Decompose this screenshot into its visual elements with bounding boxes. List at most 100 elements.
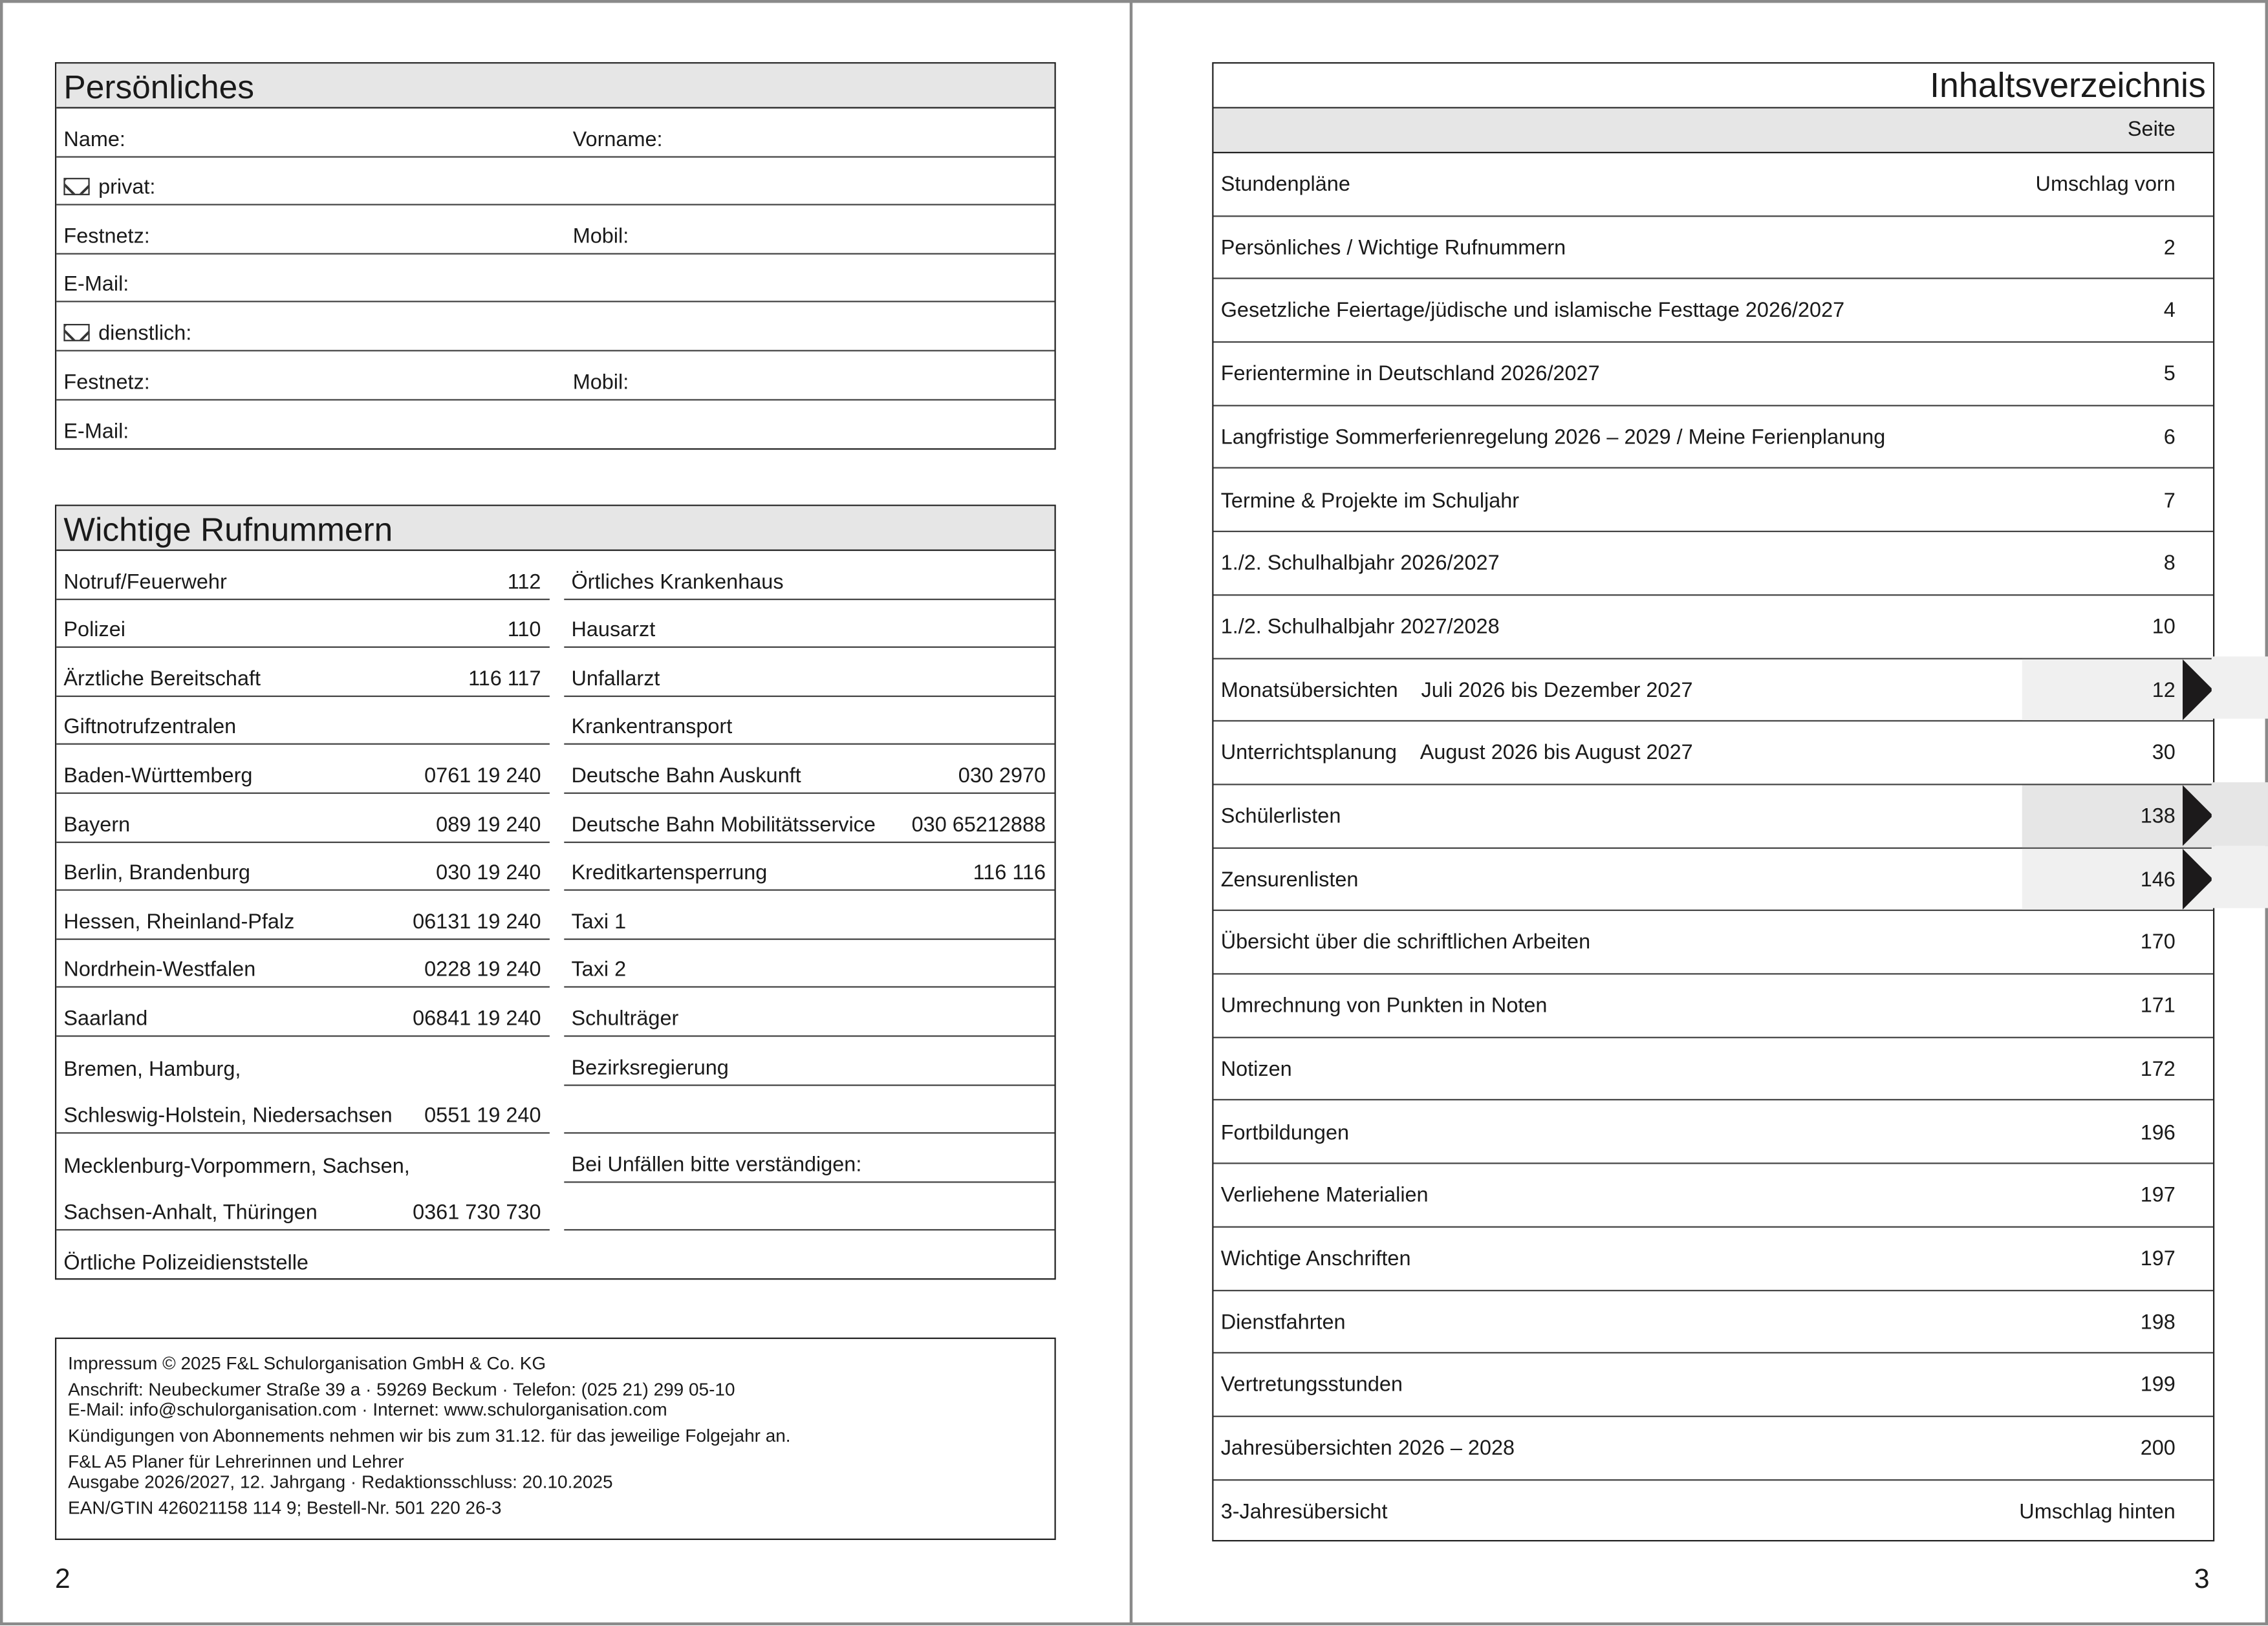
phone-row[interactable] bbox=[564, 1086, 1055, 1134]
phone-number: 112 bbox=[507, 570, 541, 594]
toc-entry[interactable]: Gesetzliche Feiertage/jüdische und islam… bbox=[1213, 280, 2213, 343]
phone-row[interactable]: Schleswig-Holstein, Niedersachsen 0551 19… bbox=[56, 1086, 550, 1134]
form-row[interactable]: Festnetz: Mobil: bbox=[56, 351, 1055, 400]
phone-row[interactable]: Nordrhein-Westfalen 0228 19 240 bbox=[56, 939, 550, 989]
register-tab[interactable] bbox=[2211, 782, 2268, 846]
toc-entry[interactable]: Übersicht über die schriftlichen Arbeite… bbox=[1213, 912, 2213, 975]
phone-row[interactable]: Bezirksregierung bbox=[564, 1037, 1055, 1086]
toc-title: Inhaltsverzeichnis bbox=[1213, 63, 2213, 109]
field-label-text: E-Mail: bbox=[63, 421, 129, 445]
toc-entry[interactable]: Vertretungsstunden 199 bbox=[1213, 1354, 2213, 1417]
phone-row[interactable] bbox=[564, 1182, 1055, 1232]
phone-row[interactable]: Mecklenburg-Vorpommern, Sachsen, bbox=[56, 1134, 550, 1182]
toc-label: Ferientermine in Deutschland 2026/2027 bbox=[1221, 363, 1600, 387]
phone-row[interactable]: Schulträger bbox=[564, 988, 1055, 1037]
toc-label-text: 3-Jahresübersicht bbox=[1220, 1500, 1388, 1524]
form-row[interactable]: E-Mail: bbox=[56, 400, 1054, 449]
phone-row[interactable]: Unfallarzt bbox=[564, 648, 1055, 697]
phone-row[interactable]: Giftnotrufzentralen bbox=[56, 697, 550, 745]
form-row[interactable]: dienstlich: bbox=[56, 303, 1055, 352]
toc-label: Zensurenlisten bbox=[1221, 868, 1359, 892]
phone-row[interactable]: Baden-Württemberg 0761 19 240 bbox=[56, 745, 550, 794]
page-column-header: Seite bbox=[1213, 108, 2213, 154]
toc-page: 171 bbox=[2140, 994, 2176, 1018]
phone-row[interactable]: Polizei 110 bbox=[56, 599, 550, 648]
field-label-text: E-Mail: bbox=[63, 273, 129, 297]
phone-label: Mecklenburg-Vorpommern, Sachsen, bbox=[63, 1155, 410, 1179]
phone-label: Ärztliche Bereitschaft bbox=[63, 667, 261, 691]
impressum-line: Kündigungen von Abonnements nehmen wir b… bbox=[68, 1426, 791, 1446]
phone-number: 0761 19 240 bbox=[424, 765, 541, 788]
toc-entry[interactable]: Dienstfahrten 198 bbox=[1213, 1290, 2213, 1354]
field-label-text: dienstlich: bbox=[98, 322, 192, 346]
phone-row[interactable]: Hausarzt bbox=[564, 599, 1055, 648]
toc-entry[interactable]: Langfristige Sommerferienregelung 2026 –… bbox=[1213, 406, 2213, 469]
form-row[interactable]: Name: Vorname: bbox=[56, 109, 1055, 157]
phone-row[interactable]: Notruf/Feuerwehr 112 bbox=[56, 551, 550, 600]
impressum-line: E-Mail: info@schulorganisation.com · Int… bbox=[68, 1400, 667, 1420]
toc-entry[interactable]: Jahresübersichten 2026 – 2028 200 bbox=[1213, 1417, 2213, 1481]
phone-row[interactable] bbox=[564, 1231, 1054, 1279]
toc-label: Persönliches / Wichtige Rufnummern bbox=[1221, 237, 1566, 260]
phone-row[interactable]: Sachsen-Anhalt, Thüringen 0361 730 730 bbox=[56, 1182, 550, 1232]
toc-label: Umrechnung von Punkten in Noten bbox=[1221, 995, 1548, 1018]
toc-entry[interactable]: Monatsübersichten Juli 2026 bis Dezember … bbox=[1213, 658, 2213, 722]
toc-entry[interactable]: Zensurenlisten 146 bbox=[1213, 848, 2213, 912]
phone-row[interactable]: Bayern 089 19 240 bbox=[56, 794, 550, 843]
toc-entry[interactable]: Stundenpläne Umschlag vorn bbox=[1213, 153, 2213, 217]
phone-row[interactable]: Ärztliche Bereitschaft 116 117 bbox=[56, 648, 550, 697]
toc-entry[interactable]: 1./2. Schulhalbjahr 2026/2027 8 bbox=[1213, 532, 2213, 596]
toc-page: 200 bbox=[2140, 1437, 2176, 1460]
field-label: Name: bbox=[63, 128, 125, 151]
toc-label: Unterrichtsplanung August 2026 bis August… bbox=[1221, 742, 1693, 765]
toc-sublabel: August 2026 bis August 2027 bbox=[1420, 742, 1693, 765]
toc-entry[interactable]: Schülerlisten 138 bbox=[1213, 785, 2213, 849]
phone-row[interactable]: Bei Unfällen bitte verständigen: bbox=[564, 1134, 1055, 1183]
toc-entry[interactable]: Ferientermine in Deutschland 2026/2027 5 bbox=[1213, 343, 2213, 406]
tab-marker-icon[interactable] bbox=[2183, 848, 2213, 910]
phone-row[interactable]: Örtliche Polizeidienststelle bbox=[56, 1231, 550, 1279]
toc-label: Langfristige Sommerferienregelung 2026 –… bbox=[1221, 426, 1886, 449]
spacer bbox=[68, 1374, 1042, 1380]
phone-row[interactable]: Hessen, Rheinland-Pfalz 06131 19 240 bbox=[56, 891, 550, 940]
form-row[interactable]: Festnetz: Mobil: bbox=[56, 206, 1055, 255]
phone-row[interactable]: Deutsche Bahn Mobilitätsservice 030 65212… bbox=[564, 794, 1055, 843]
toc-entry[interactable]: Umrechnung von Punkten in Noten 171 bbox=[1213, 975, 2213, 1038]
phone-label: Deutsche Bahn Auskunft bbox=[571, 765, 801, 788]
register-tab[interactable] bbox=[2211, 845, 2268, 909]
tab-marker-icon[interactable] bbox=[2183, 785, 2213, 846]
phone-number: 030 2970 bbox=[958, 765, 1046, 788]
phone-row[interactable]: Saarland 06841 19 240 bbox=[56, 988, 550, 1037]
toc-entry[interactable]: 3-Jahresübersicht Umschlag hinten bbox=[1214, 1481, 2213, 1544]
phone-row[interactable]: Taxi 1 bbox=[564, 891, 1055, 940]
toc-entry[interactable]: Persönliches / Wichtige Rufnummern 2 bbox=[1213, 217, 2213, 280]
toc-label-text: Notizen bbox=[1220, 1058, 1292, 1082]
toc-entry[interactable]: Unterrichtsplanung August 2026 bis August… bbox=[1213, 722, 2213, 786]
phone-row[interactable]: Bremen, Hamburg, bbox=[56, 1037, 550, 1086]
phone-row[interactable]: Krankentransport bbox=[564, 697, 1055, 745]
phone-row[interactable]: Örtliches Krankenhaus bbox=[564, 551, 1055, 600]
tab-marker-icon[interactable] bbox=[2183, 658, 2213, 720]
phone-row[interactable]: Berlin, Brandenburg 030 19 240 bbox=[56, 842, 550, 892]
form-row[interactable]: privat: bbox=[56, 157, 1055, 206]
toc-label-text: Stundenpläne bbox=[1220, 173, 1350, 197]
toc-entry[interactable]: Wichtige Anschriften 197 bbox=[1213, 1228, 2213, 1291]
toc-label: 1./2. Schulhalbjahr 2027/2028 bbox=[1221, 616, 1500, 639]
phone-row[interactable]: Deutsche Bahn Auskunft 030 2970 bbox=[564, 745, 1055, 794]
toc-page: 2 bbox=[2163, 237, 2176, 260]
toc-label-text: Verliehene Materialien bbox=[1220, 1184, 1429, 1208]
phone-label: Krankentransport bbox=[571, 716, 733, 740]
toc-entry[interactable]: Verliehene Materialien 197 bbox=[1213, 1164, 2213, 1228]
phone-numbers-section: Wichtige Rufnummern Notruf/Feuerwehr 112 P… bbox=[54, 504, 1056, 1280]
phone-row[interactable]: Kreditkartensperrung 116 116 bbox=[564, 842, 1055, 892]
toc-entry[interactable]: Notizen 172 bbox=[1213, 1038, 2213, 1102]
register-tab[interactable] bbox=[2211, 656, 2268, 720]
phone-label: Kreditkartensperrung bbox=[571, 862, 768, 886]
toc-entry[interactable]: Fortbildungen 196 bbox=[1213, 1101, 2213, 1164]
toc-entry[interactable]: Termine & Projekte im Schuljahr 7 bbox=[1213, 469, 2213, 533]
toc-entry[interactable]: 1./2. Schulhalbjahr 2027/2028 10 bbox=[1213, 595, 2213, 659]
toc-label-text: Monatsübersichten bbox=[1220, 679, 1398, 703]
phone-label: Schulträger bbox=[571, 1007, 679, 1031]
phone-row[interactable]: Taxi 2 bbox=[564, 939, 1055, 989]
form-row[interactable]: E-Mail: bbox=[56, 254, 1055, 303]
